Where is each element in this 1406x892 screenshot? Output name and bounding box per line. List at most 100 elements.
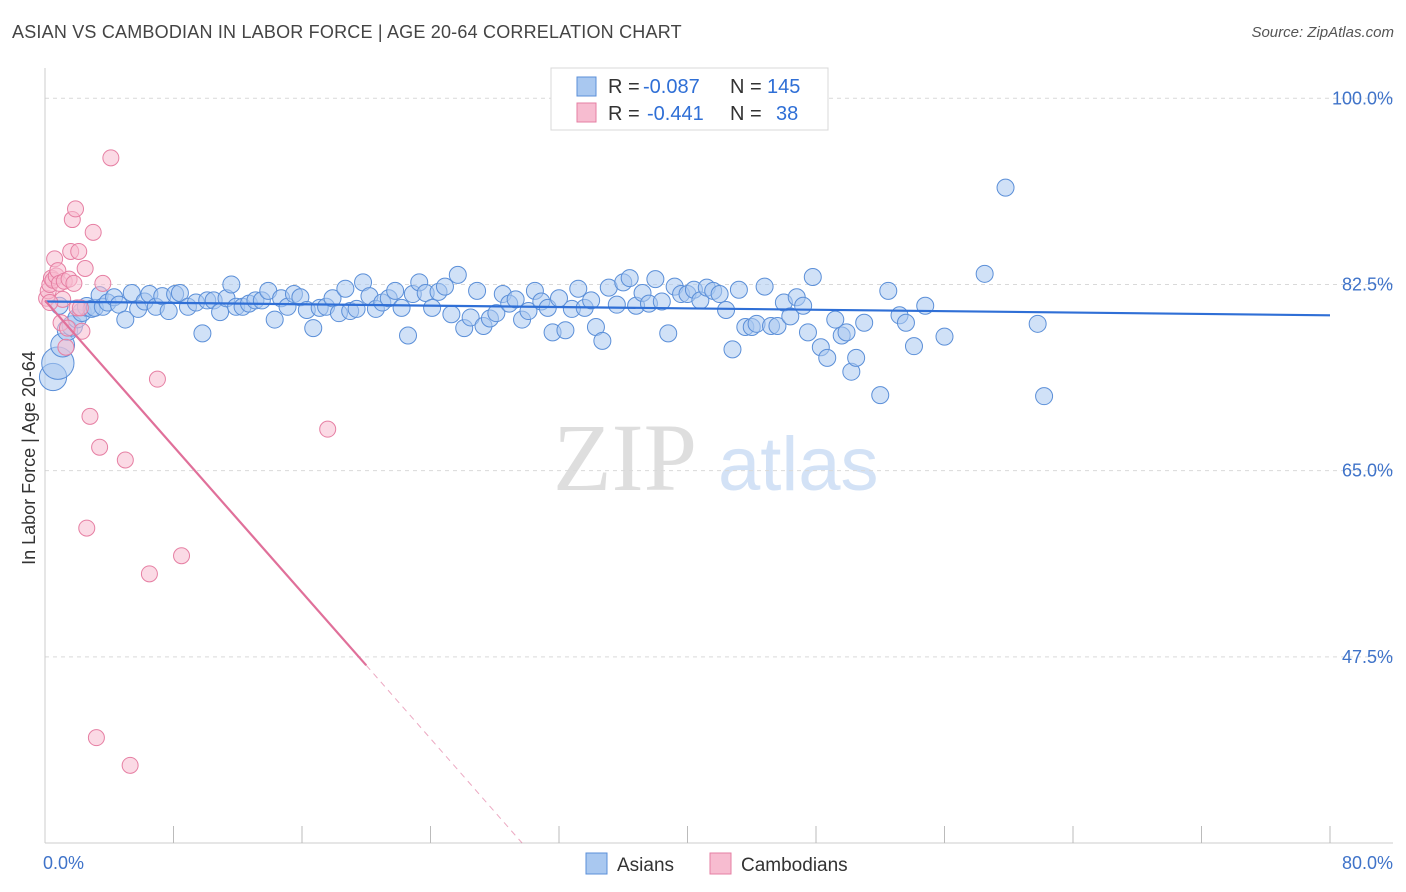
asian-point-60 — [399, 326, 418, 345]
asian-point-118 — [768, 316, 787, 335]
cambodian-point-23 — [76, 260, 94, 277]
asian-point-141 — [996, 178, 1015, 197]
legend: R = -0.087 N = 145 R = -0.441 N = 38 — [550, 67, 829, 131]
legend-swatch-asians — [576, 76, 597, 97]
cambodian-point-24 — [78, 519, 96, 537]
cambodian-trendline — [44, 299, 368, 667]
asian-point-112 — [729, 280, 748, 299]
cambodian-point-30 — [102, 149, 120, 167]
asian-point-48 — [323, 289, 342, 308]
asian-point-15 — [116, 310, 135, 329]
asian-point-101 — [659, 324, 678, 343]
cambodian-point-33 — [140, 565, 158, 583]
asian-point-122 — [794, 296, 813, 315]
legend-box — [550, 67, 829, 131]
grid-layer — [45, 97, 1393, 658]
watermark-atlas: atlas — [718, 422, 879, 507]
asian-point-67 — [442, 305, 461, 324]
asian-point-27 — [193, 324, 212, 343]
asian-point-89 — [582, 291, 601, 310]
asian-point-137 — [904, 337, 923, 356]
chart-title: ASIAN VS CAMBODIAN IN LABOR FORCE | AGE … — [12, 22, 682, 42]
asian-point-64 — [423, 298, 442, 317]
cambodian-point-22 — [73, 322, 91, 340]
legend-cambodians-n-label: N = — [730, 103, 762, 125]
cambodian-point-27 — [87, 729, 105, 747]
asian-point-50 — [336, 279, 355, 298]
legend-swatch-cambodians — [576, 102, 597, 123]
asian-point-123 — [798, 323, 817, 342]
cambodian-point-35 — [173, 547, 191, 565]
asian-point-95 — [620, 269, 639, 288]
asian-point-68 — [448, 265, 467, 284]
asian-point-32 — [222, 275, 241, 294]
asian-point-116 — [755, 277, 774, 296]
cambodian-point-31 — [116, 451, 134, 469]
y-tick-label-2: 65.0% — [1342, 461, 1393, 481]
asian-point-109 — [710, 285, 729, 304]
chart-source: Source: ZipAtlas.com — [1251, 24, 1394, 41]
cambodian-point-32 — [121, 756, 139, 774]
asian-point-139 — [935, 327, 954, 346]
axes-layer — [44, 68, 1393, 844]
asian-point-24 — [170, 283, 189, 302]
cambodian-point-34 — [148, 370, 166, 388]
asian-trendline — [44, 300, 1331, 317]
asian-point-52 — [347, 299, 366, 318]
asian-point-111 — [723, 340, 742, 359]
cambodian-point-28 — [91, 438, 109, 456]
bottom-legend-asians-label: Asians — [617, 855, 674, 876]
asian-point-129 — [837, 323, 856, 342]
y-axis-label: In Labor Force | Age 20-64 — [19, 351, 39, 565]
asian-point-100 — [652, 292, 671, 311]
cambodian-point-25 — [81, 407, 99, 425]
cambodian-point-26 — [84, 223, 102, 241]
tick-label-layer: 100.0% 82.5% 65.0% 47.5% 0.0% 80.0% — [43, 88, 1393, 873]
asian-point-71 — [468, 281, 487, 300]
cambodian-point-18 — [67, 200, 85, 218]
cambodian-points — [38, 149, 337, 774]
asian-points — [38, 178, 1054, 406]
asian-point-14 — [109, 295, 128, 314]
x-tick-label-min: 0.0% — [43, 853, 84, 873]
asian-point-77 — [506, 290, 525, 309]
asian-point-58 — [386, 281, 405, 300]
legend-cambodians-r-label: R = — [608, 103, 640, 125]
cambodian-point-12 — [57, 338, 75, 356]
y-tick-label-3: 47.5% — [1342, 647, 1393, 667]
asian-point-22 — [159, 302, 178, 321]
asian-point-131 — [847, 348, 866, 367]
bottom-legend-swatch-asians — [585, 852, 608, 875]
asian-point-59 — [392, 298, 411, 317]
asian-point-142 — [1028, 314, 1047, 333]
asian-point-136 — [896, 313, 915, 332]
cambodian-point-17 — [65, 274, 83, 292]
asian-point-120 — [781, 307, 800, 326]
legend-asians-r-value: -0.087 — [643, 76, 700, 98]
legend-asians-n-value: 145 — [767, 76, 800, 98]
asian-point-124 — [803, 268, 822, 287]
asian-point-132 — [855, 313, 874, 332]
y-tick-label-1: 82.5% — [1342, 274, 1393, 294]
x-tick-label-max: 80.0% — [1342, 853, 1393, 873]
bottom-legend-swatch-cambodians — [709, 852, 732, 875]
asian-point-110 — [717, 300, 736, 319]
asian-point-143 — [1035, 387, 1054, 406]
asian-point-134 — [879, 281, 898, 300]
legend-cambodians-r-value: -0.441 — [647, 103, 704, 125]
asian-point-91 — [593, 331, 612, 350]
y-tick-label-0: 100.0% — [1332, 88, 1393, 108]
cambodian-trendline-extension — [365, 665, 523, 844]
asian-point-39 — [265, 310, 284, 329]
asian-point-85 — [556, 321, 575, 340]
asian-point-93 — [607, 295, 626, 314]
cambodian-point-20 — [70, 242, 88, 260]
bottom-legend-cambodians-label: Cambodians — [741, 855, 848, 876]
asian-point-140 — [975, 264, 994, 283]
asian-point-66 — [435, 277, 454, 296]
legend-cambodians-n-value: 38 — [776, 103, 798, 125]
cambodian-point-29 — [94, 274, 112, 292]
bottom-legend: Asians Cambodians — [585, 852, 848, 876]
asian-point-74 — [487, 304, 506, 323]
